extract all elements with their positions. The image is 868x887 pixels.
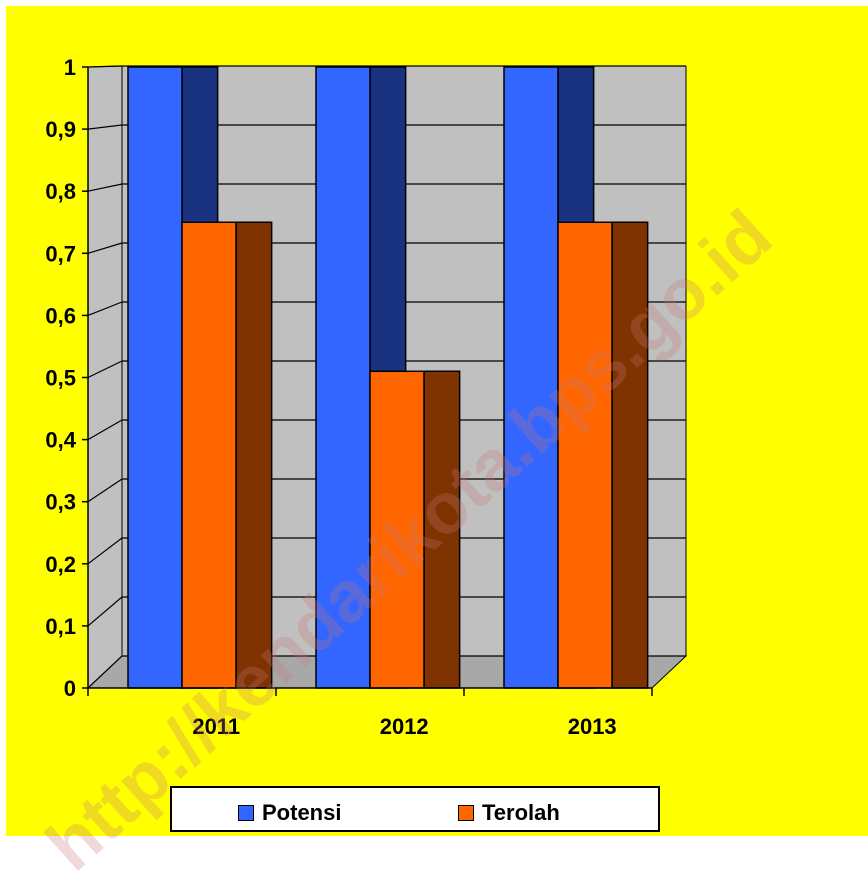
bar-terolah-2013 <box>557 221 613 689</box>
y-tick-label: 0,2 <box>45 552 76 577</box>
gridline-diagonal <box>87 301 123 316</box>
y-tick-label: 0,8 <box>45 179 76 204</box>
bar-potensi-2013 <box>503 66 559 689</box>
y-tick-label: 0,5 <box>45 366 76 391</box>
y-tick-label: 0 <box>64 676 76 701</box>
bar-side-terolah-2012 <box>423 370 461 689</box>
y-tick-label: 0,4 <box>45 428 76 453</box>
legend-swatch-terolah <box>458 805 474 821</box>
y-tick-label: 0,6 <box>45 303 76 328</box>
bar-potensi-2012 <box>315 66 371 689</box>
gridline-diagonal <box>87 183 123 192</box>
x-tick-label: 2012 <box>380 714 429 739</box>
bar-terolah-2011 <box>181 221 237 689</box>
gridline-diagonal <box>87 596 123 627</box>
bar-chart: 0 0,1 0,2 0,3 0,4 0,5 0,6 0,7 0,8 0,9 1 2011 2012 201… <box>45 55 688 739</box>
gridline-diagonal <box>87 360 123 379</box>
gridline-diagonal <box>87 65 123 68</box>
y-tick-label: 0,7 <box>45 241 76 266</box>
bar-side-terolah-2011 <box>235 221 273 689</box>
x-tick-label: 2013 <box>568 714 617 739</box>
x-tick-label: 2011 <box>192 714 240 739</box>
bar-potensi-2011 <box>127 66 183 689</box>
bar-terolah-2012 <box>369 370 425 689</box>
gridline-diagonal <box>87 242 123 254</box>
gridline-diagonal <box>87 419 123 441</box>
chart-area: 0 0,1 0,2 0,3 0,4 0,5 0,6 0,7 0,8 0,9 1 2011 2012 201… <box>6 6 868 886</box>
gridline-diagonal <box>87 478 123 503</box>
legend-label-terolah: Terolah <box>482 800 560 825</box>
legend-label-potensi: Potensi <box>262 800 342 825</box>
gridline-diagonal <box>87 655 123 689</box>
legend-swatch-potensi <box>238 805 254 821</box>
legend-item-terolah: Terolah <box>458 800 560 826</box>
gridline-diagonal <box>87 537 123 565</box>
bar-side-terolah-2013 <box>611 221 649 689</box>
y-tick-label: 1 <box>64 55 76 80</box>
y-tick-label: 0,9 <box>45 117 76 142</box>
plot-side-wall <box>87 65 123 690</box>
gridline-diagonal <box>87 124 123 130</box>
y-tick-label: 0,1 <box>45 614 76 639</box>
legend-item-potensi: Potensi <box>238 800 341 826</box>
legend: Potensi Terolah <box>170 786 660 832</box>
y-tick-label: 0,3 <box>45 490 76 515</box>
